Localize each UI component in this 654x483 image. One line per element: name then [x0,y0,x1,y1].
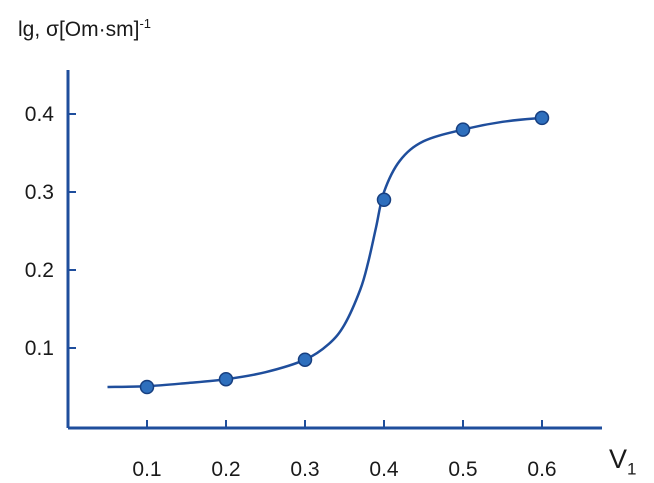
x-axis-label-sub: 1 [627,459,637,479]
x-tick-label: 0.1 [132,458,161,481]
y-axis-label-main: lg, σ[Om·sm] [18,18,140,41]
x-axis-label: V1 [609,444,636,479]
tick-labels: 0.1 0.2 0.3 0.4 0.5 0.6 0.1 0.2 0.3 0.4 [25,103,557,481]
data-point [534,110,550,126]
x-tick-label: 0.2 [211,458,240,481]
y-axis-label-sup: -1 [139,16,152,31]
y-tick-label: 0.3 [25,181,54,204]
x-tick-label: 0.5 [448,458,477,481]
y-axis-label: lg, σ[Om·sm]-1 [18,16,151,42]
y-tick-label: 0.4 [25,103,55,126]
data-point [376,192,392,208]
data-point [218,371,234,387]
x-tick-label: 0.6 [527,458,556,481]
y-tick-label: 0.2 [25,259,54,282]
x-axis-label-main: V [609,444,628,474]
y-tick-label: 0.1 [25,337,54,360]
data-points [139,110,550,395]
data-point [455,122,471,137]
x-tick-label: 0.3 [290,458,319,481]
axes [66,70,602,430]
data-point [297,352,313,367]
data-point [139,379,155,395]
x-tick-label: 0.4 [369,458,399,481]
series-curve [107,116,543,389]
